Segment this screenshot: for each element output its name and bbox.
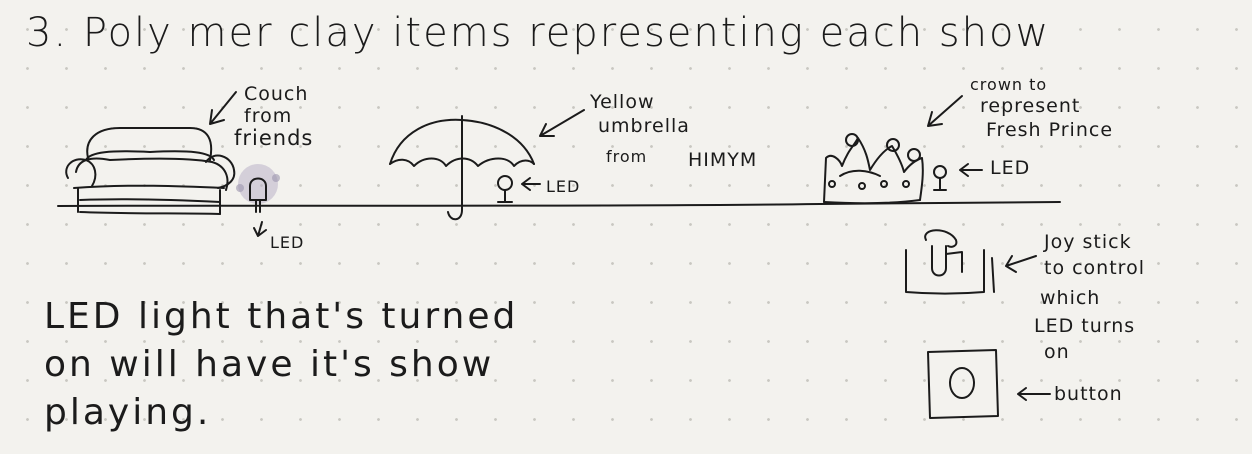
led-drawing-couch bbox=[236, 164, 280, 236]
led-label-couch: LED bbox=[270, 233, 305, 252]
button-drawing bbox=[928, 350, 998, 418]
joystick-label-line-1: Joy stick bbox=[1044, 231, 1132, 253]
umbrella-label-line-2: umbrella bbox=[598, 115, 690, 137]
page-title: 3. Poly mer clay items representing each… bbox=[26, 10, 1051, 56]
description-line-3: playing. bbox=[44, 392, 212, 433]
umbrella-label-line-3: from bbox=[606, 147, 648, 166]
led-drawing-umbrella bbox=[498, 176, 512, 202]
button-label: button bbox=[1054, 383, 1123, 405]
arrow-icon bbox=[210, 92, 1050, 400]
couch-label-line-2: from bbox=[244, 105, 293, 127]
crown-drawing bbox=[824, 134, 923, 203]
crown-label-line-2: represent bbox=[980, 95, 1081, 117]
led-label-crown: LED bbox=[990, 157, 1031, 179]
joystick-label-line-2: to control bbox=[1044, 257, 1145, 279]
joystick-label-line-4: LED turns bbox=[1034, 315, 1136, 337]
joystick-label-line-5: on bbox=[1044, 341, 1070, 363]
couch-label-line-1: Couch bbox=[244, 83, 309, 105]
umbrella-drawing bbox=[390, 116, 534, 219]
couch-drawing bbox=[66, 128, 234, 214]
description-line-2: on will have it's show bbox=[44, 344, 495, 385]
crown-label-line-3: Fresh Prince bbox=[986, 119, 1114, 141]
umbrella-label-line-1: Yellow bbox=[590, 91, 655, 113]
joystick-label-line-3: which bbox=[1040, 287, 1101, 309]
couch-label-line-3: friends bbox=[234, 126, 314, 150]
led-drawing-crown bbox=[934, 166, 946, 190]
shelf-line bbox=[58, 202, 1060, 206]
umbrella-label-line-4: HIMYM bbox=[688, 149, 758, 171]
led-label-umbrella: LED bbox=[546, 177, 581, 196]
description-line-1: LED light that's turned bbox=[44, 296, 519, 337]
crown-label-line-1: crown to bbox=[970, 75, 1048, 94]
joystick-drawing bbox=[906, 230, 994, 293]
